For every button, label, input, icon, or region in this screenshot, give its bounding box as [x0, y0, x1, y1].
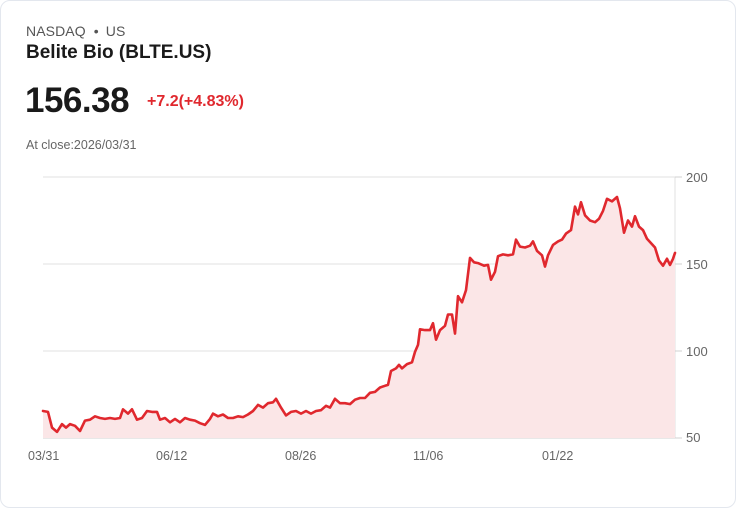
separator-dot: •: [93, 23, 99, 39]
y-tick-label: 150: [686, 257, 708, 272]
y-axis-labels: 200 150 100 50: [686, 170, 708, 445]
x-tick-label: 01/22: [542, 449, 573, 463]
y-tick-label: 100: [686, 344, 708, 359]
exchange-name: NASDAQ: [26, 23, 86, 39]
x-tick-label: 03/31: [28, 449, 59, 463]
y-tick-label: 200: [686, 170, 708, 185]
price-line: [41, 195, 677, 434]
close-timestamp: At close:2026/03/31: [26, 138, 137, 152]
x-axis-labels: 03/31 06/12 08/26 11/06 01/22: [28, 449, 573, 463]
price-area-fill: [43, 197, 675, 438]
price-change: +7.2(+4.83%): [147, 93, 244, 110]
region: US: [105, 23, 126, 39]
price-chart[interactable]: 200 150 100 50 03/31 06/12 08/26 11/06 0…: [0, 160, 736, 480]
current-price: 156.38: [25, 81, 130, 120]
y-tick-label: 50: [686, 430, 700, 445]
exchange-info: NASDAQ • US: [26, 23, 125, 39]
x-tick-label: 06/12: [156, 449, 187, 463]
x-tick-label: 11/06: [413, 449, 443, 463]
x-tick-label: 08/26: [285, 449, 316, 463]
stock-title: Belite Bio (BLTE.US): [26, 42, 212, 63]
